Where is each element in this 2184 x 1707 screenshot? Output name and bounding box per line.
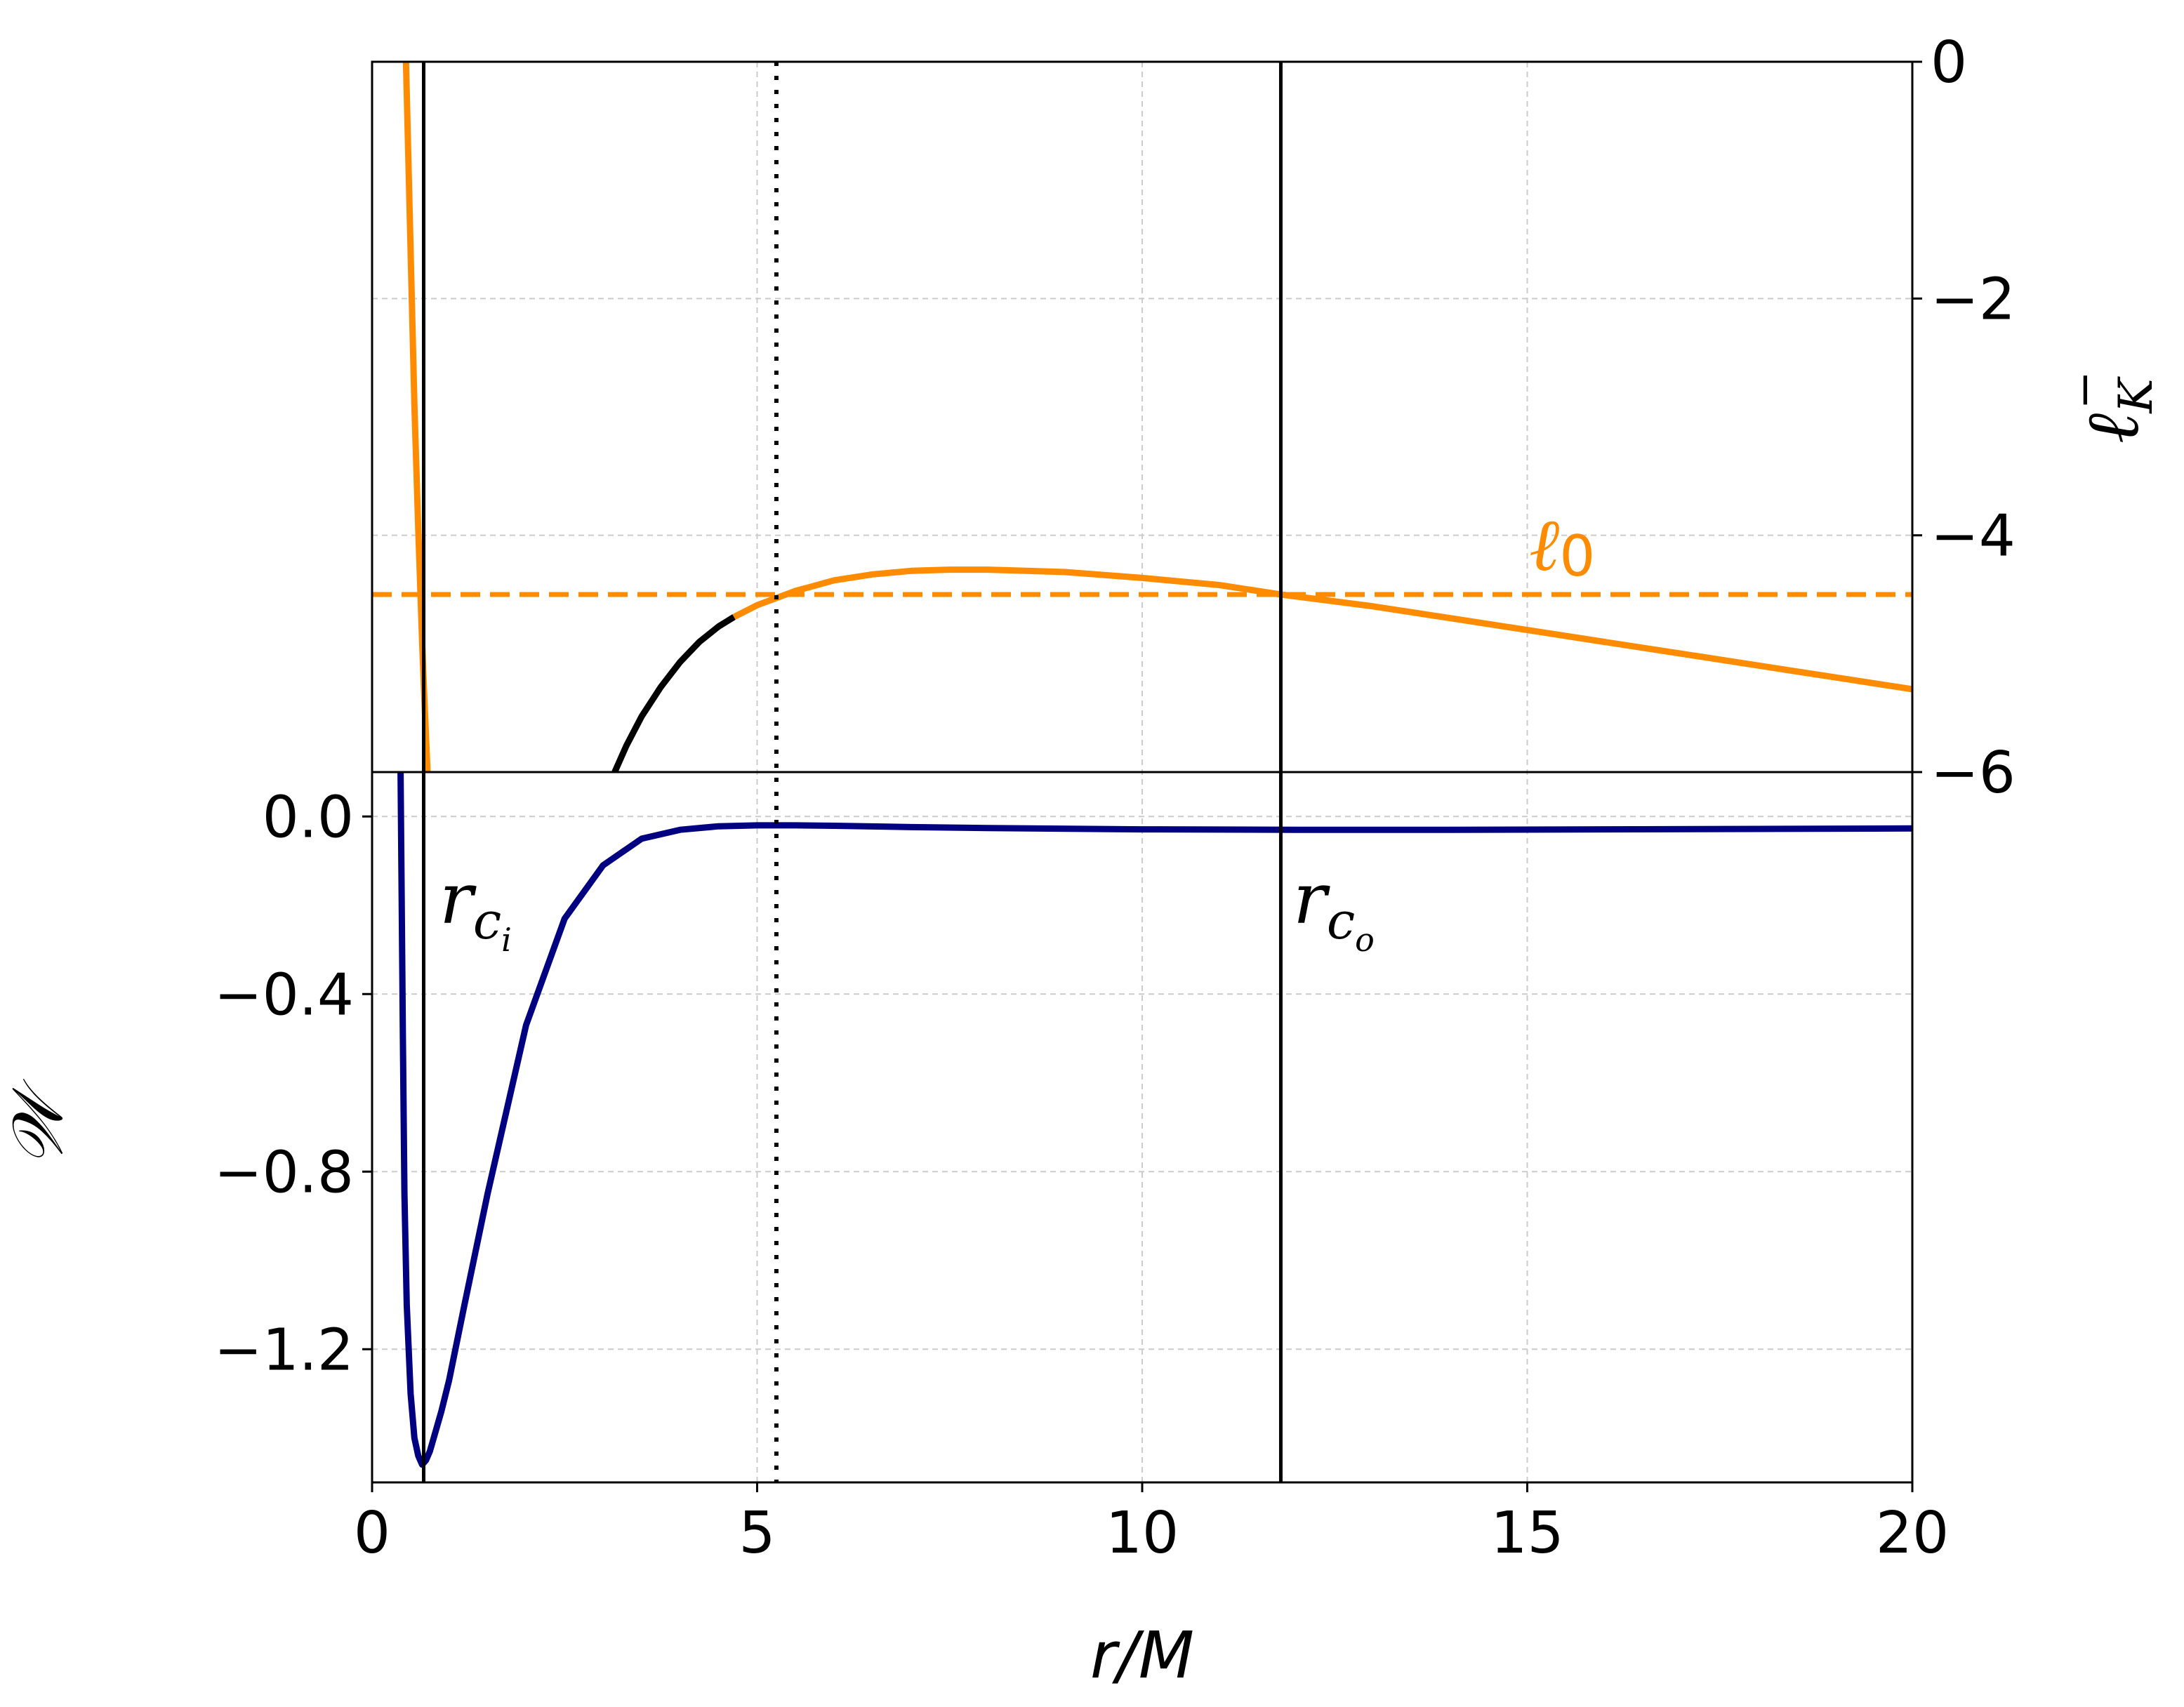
rco-label: rco: [1293, 858, 1375, 959]
top-stable-branch-curve: [732, 566, 1912, 693]
x-tick-label: 15: [1490, 1500, 1563, 1567]
top-y-axis-ticks: 0 −2 −4 −6: [1912, 29, 2016, 806]
top-unstable-branch-curve: [611, 614, 736, 772]
top-panel-curves: [402, 62, 1912, 772]
svg-text:𝒲: 𝒲: [0, 1078, 79, 1167]
x-axis-title: r/M: [1090, 1618, 1194, 1693]
bottom-y-tick-label: −0.8: [214, 1139, 354, 1206]
bottom-y-tick-label: −0.4: [214, 962, 354, 1028]
top-y-tick-label: −2: [1931, 266, 2016, 333]
w-potential-curve: [397, 772, 1912, 1468]
rci-label: rci: [439, 858, 512, 959]
bottom-y-axis-ticks: 0.0 −0.4 −0.8 −1.2: [214, 784, 372, 1383]
ell0-label: ℓ0: [1529, 502, 1595, 589]
x-tick-label: 0: [354, 1500, 390, 1567]
svg-text:ℓK−: ℓK−: [2057, 371, 2163, 444]
bottom-y-axis-title: 𝒲: [0, 1078, 79, 1167]
x-tick-label: 10: [1106, 1500, 1179, 1567]
bottom-y-tick-label: −1.2: [214, 1317, 354, 1383]
top-y-tick-label: −4: [1931, 503, 2016, 570]
bottom-panel-curves: [397, 772, 1912, 1468]
grid-lines: [372, 62, 1912, 1482]
x-axis-ticks: 0 5 10 15 20: [354, 1482, 1949, 1567]
x-tick-label: 5: [739, 1500, 775, 1567]
x-tick-label: 20: [1876, 1500, 1949, 1567]
bottom-y-tick-label: 0.0: [263, 784, 354, 851]
top-y-axis-title: ℓK−: [2057, 371, 2163, 444]
top-y-tick-label: 0: [1931, 29, 1967, 96]
top-y-tick-label: −6: [1931, 740, 2016, 806]
